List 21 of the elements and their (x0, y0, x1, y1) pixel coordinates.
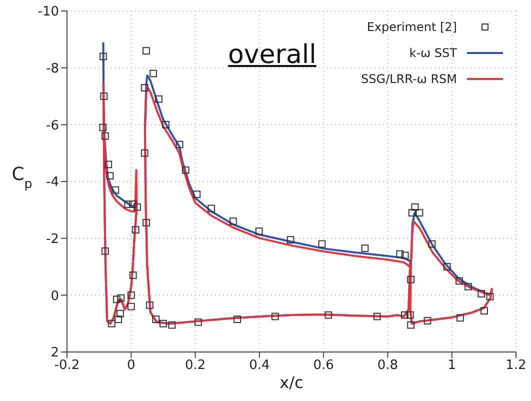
x-tick-label: 0.4 (249, 358, 270, 374)
legend-label: k-ω SST (409, 46, 457, 60)
legend-label: Experiment [2] (366, 20, 457, 34)
x-tick-label: 0.2 (184, 358, 206, 374)
x-axis-title: x/c (280, 373, 304, 392)
y-axis-title: C$_{p}$ (12, 164, 32, 190)
x-tick-label: 1.2 (506, 358, 526, 374)
x-tick-label: 1 (448, 358, 456, 374)
y-tick-label: -4 (46, 175, 59, 190)
x-tick-label: 0.8 (377, 358, 398, 374)
y-tick-label: -10 (38, 4, 59, 20)
y-tick-label: -6 (46, 118, 59, 134)
x-tick-label: 0.6 (313, 358, 334, 374)
y-tick-label: -2 (46, 232, 59, 247)
y-tick-label: -8 (46, 61, 59, 76)
x-tick-label: 0 (127, 358, 136, 374)
y-tick-label: 2 (50, 346, 59, 361)
x-tick-label: -0.2 (54, 358, 80, 374)
y-tick-label: 0 (50, 288, 59, 304)
annotation: overall (228, 40, 316, 70)
legend-label: SSG/LRR-ω RSM (361, 72, 457, 86)
